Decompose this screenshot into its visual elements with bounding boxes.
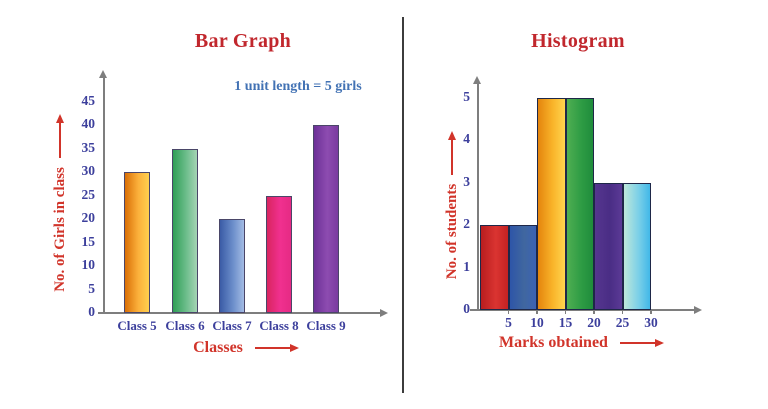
y-axis-arrow-icon — [99, 70, 108, 78]
bar-class-7 — [219, 219, 245, 313]
bar-graph-x-axis-label-text: Classes — [193, 339, 243, 356]
x-tick-mark — [593, 310, 595, 314]
right-arrow-icon — [59, 116, 61, 159]
bar-class-6 — [172, 148, 198, 313]
bar-bin-20-25 — [594, 182, 623, 310]
y-tick-label: 0 — [463, 301, 470, 316]
y-tick-label: 0 — [88, 304, 95, 319]
x-tick-mark — [536, 310, 538, 314]
x-category-label: Class 6 — [165, 318, 205, 333]
bar-graph-title: Bar Graph — [194, 30, 292, 52]
x-tick-label: 20 — [587, 315, 601, 330]
y-tick-label: 20 — [81, 210, 96, 225]
histogram-title: Histogram — [531, 30, 625, 52]
bar-bin-0-5 — [480, 225, 509, 310]
x-tick-mark — [564, 310, 567, 314]
unit-length-note: 1 unit length = 5 girls — [234, 79, 362, 94]
y-tick-label: 45 — [81, 92, 96, 108]
y-tick-label: 10 — [81, 257, 96, 272]
right-arrow-icon — [619, 338, 664, 347]
y-tick-label: 40 — [81, 116, 96, 131]
bar-class-5 — [124, 172, 150, 313]
right-arrow-icon — [254, 343, 299, 352]
y-tick-label: 25 — [81, 186, 96, 202]
x-tick-label: 25 — [615, 315, 630, 330]
y-axis-line — [477, 84, 479, 310]
y-axis-arrow-icon — [473, 76, 482, 84]
bar-class-9 — [313, 125, 339, 313]
y-tick-label: 3 — [463, 173, 470, 189]
bar-graph-x-axis-label: Classes — [145, 339, 345, 357]
y-tick-label: 35 — [81, 139, 96, 155]
y-tick-label: 30 — [81, 163, 96, 178]
y-tick-label: 1 — [463, 258, 470, 274]
x-axis-arrow-icon — [694, 305, 702, 314]
x-tick-label: 15 — [558, 315, 573, 330]
x-tick-mark — [507, 310, 510, 314]
x-tick-label: 10 — [530, 315, 544, 330]
histogram-y-axis-label: No. of students — [442, 96, 462, 316]
y-tick-label: 4 — [463, 131, 470, 147]
y-tick-label: 5 — [88, 280, 95, 296]
y-axis-line — [103, 78, 105, 313]
x-axis-arrow-icon — [380, 308, 388, 317]
bar-bin-25-30 — [622, 182, 651, 310]
y-tick-label: 2 — [463, 216, 470, 232]
x-category-label: Class 8 — [259, 318, 299, 333]
histogram-x-axis-label: Marks obtained — [478, 334, 683, 352]
y-tick-label: 5 — [463, 89, 470, 104]
x-category-label: Class 9 — [306, 318, 346, 333]
x-tick-label: 5 — [505, 315, 512, 330]
x-category-label: Class 5 — [117, 318, 157, 333]
bar-bin-10-15 — [537, 98, 566, 310]
x-category-label: Class 7 — [212, 318, 252, 333]
y-tick-label: 15 — [81, 233, 96, 249]
x-tick-mark — [621, 310, 624, 314]
bar-bin-15-20 — [565, 98, 594, 310]
divider-line — [402, 17, 404, 393]
x-tick-label: 30 — [644, 315, 658, 330]
bar-bin-5-10 — [508, 225, 537, 310]
histogram-x-axis-label-text: Marks obtained — [499, 334, 608, 351]
bar-class-8 — [266, 195, 292, 313]
x-tick-mark — [650, 310, 652, 314]
